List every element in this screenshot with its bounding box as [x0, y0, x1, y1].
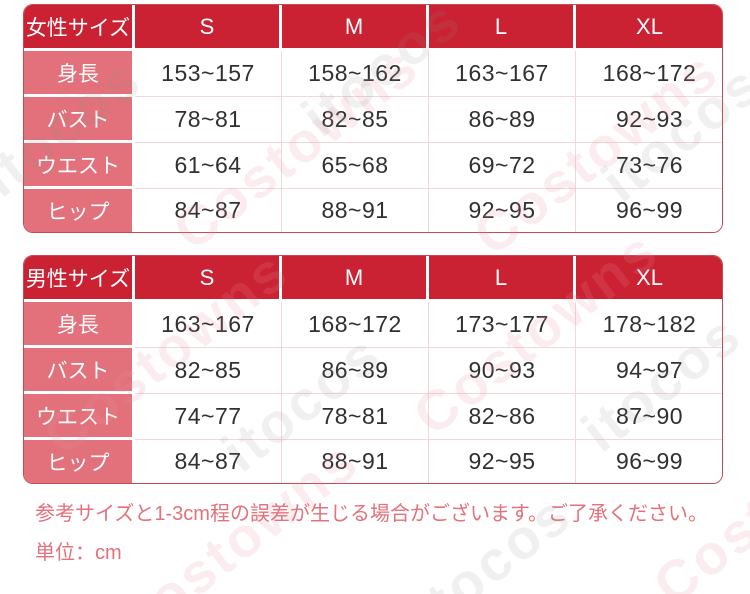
women-hip-m: 88~91 — [282, 189, 429, 232]
women-height-xl: 168~172 — [576, 51, 722, 97]
table-row: 身長 153~157 158~162 163~167 168~172 — [24, 51, 722, 97]
men-hip-m: 88~91 — [282, 440, 429, 483]
women-col-header-l: L — [429, 5, 576, 51]
women-height-m: 158~162 — [282, 51, 429, 97]
women-header-row: 女性サイズ S M L XL — [24, 5, 722, 51]
women-waist-l: 69~72 — [429, 143, 576, 189]
women-row-label-height: 身長 — [24, 51, 135, 97]
men-hip-s: 84~87 — [135, 440, 282, 483]
men-bust-xl: 94~97 — [576, 348, 722, 394]
women-bust-m: 82~85 — [282, 97, 429, 143]
men-bust-l: 90~93 — [429, 348, 576, 394]
women-waist-m: 65~68 — [282, 143, 429, 189]
women-hip-xl: 96~99 — [576, 189, 722, 232]
women-height-l: 163~167 — [429, 51, 576, 97]
women-col-header-m: M — [282, 5, 429, 51]
men-hip-l: 92~95 — [429, 440, 576, 483]
men-height-s: 163~167 — [135, 302, 282, 348]
note-unit: 単位：cm — [35, 542, 122, 564]
men-col-header-xl: XL — [576, 256, 722, 302]
table-row: バスト 82~85 86~89 90~93 94~97 — [24, 348, 722, 394]
women-waist-s: 61~64 — [135, 143, 282, 189]
men-row-label-waist: ウエスト — [24, 394, 135, 440]
table-row: バスト 78~81 82~85 86~89 92~93 — [24, 97, 722, 143]
table-row: ウエスト 74~77 78~81 82~86 87~90 — [24, 394, 722, 440]
women-col-header-xl: XL — [576, 5, 722, 51]
men-row-label-height: 身長 — [24, 302, 135, 348]
table-row: ヒップ 84~87 88~91 92~95 96~99 — [24, 189, 722, 232]
note-tolerance: 参考サイズと1-3cm程の誤差が生じる場合がございます。ご了承ください。 — [35, 503, 708, 525]
men-height-m: 168~172 — [282, 302, 429, 348]
men-hip-xl: 96~99 — [576, 440, 722, 483]
women-size-table: 女性サイズ S M L XL 身長 153~157 158~162 163~16… — [23, 4, 723, 233]
table-row: ウエスト 61~64 65~68 69~72 73~76 — [24, 143, 722, 189]
table-row: ヒップ 84~87 88~91 92~95 96~99 — [24, 440, 722, 483]
men-height-l: 173~177 — [429, 302, 576, 348]
women-bust-xl: 92~93 — [576, 97, 722, 143]
table-row: 身長 163~167 168~172 173~177 178~182 — [24, 302, 722, 348]
women-bust-l: 86~89 — [429, 97, 576, 143]
women-hip-s: 84~87 — [135, 189, 282, 232]
women-hip-l: 92~95 — [429, 189, 576, 232]
men-col-header-s: S — [135, 256, 282, 302]
men-col-header-m: M — [282, 256, 429, 302]
women-waist-xl: 73~76 — [576, 143, 722, 189]
women-row-label-hip: ヒップ — [24, 189, 135, 232]
men-row-label-bust: バスト — [24, 348, 135, 394]
men-waist-m: 78~81 — [282, 394, 429, 440]
men-bust-s: 82~85 — [135, 348, 282, 394]
women-col-header-s: S — [135, 5, 282, 51]
women-table-title: 女性サイズ — [24, 5, 135, 51]
men-col-header-l: L — [429, 256, 576, 302]
women-bust-s: 78~81 — [135, 97, 282, 143]
women-height-s: 153~157 — [135, 51, 282, 97]
men-waist-xl: 87~90 — [576, 394, 722, 440]
men-table-title: 男性サイズ — [24, 256, 135, 302]
men-row-label-hip: ヒップ — [24, 440, 135, 483]
men-bust-m: 86~89 — [282, 348, 429, 394]
men-header-row: 男性サイズ S M L XL — [24, 256, 722, 302]
men-size-table: 男性サイズ S M L XL 身長 163~167 168~172 173~17… — [23, 255, 723, 484]
men-waist-l: 82~86 — [429, 394, 576, 440]
women-row-label-bust: バスト — [24, 97, 135, 143]
footer-notes: 参考サイズと1-3cm程の誤差が生じる場合がございます。ご了承ください。 単位：… — [35, 502, 708, 580]
men-waist-s: 74~77 — [135, 394, 282, 440]
men-height-xl: 178~182 — [576, 302, 722, 348]
women-row-label-waist: ウエスト — [24, 143, 135, 189]
